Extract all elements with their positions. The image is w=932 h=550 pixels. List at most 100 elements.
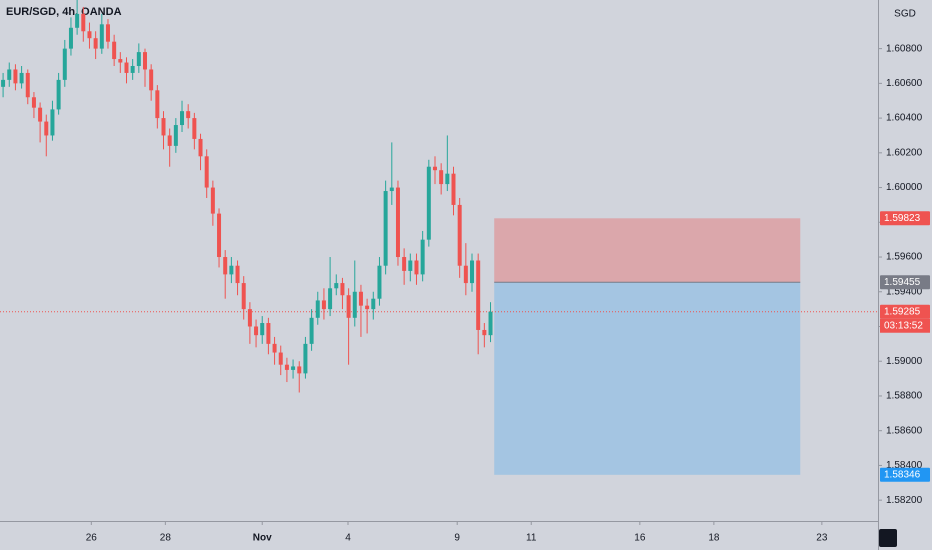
candle-body: [420, 239, 425, 275]
candle-body: [149, 69, 154, 91]
x-tick-label: 4: [345, 533, 351, 544]
candle-body: [463, 265, 468, 284]
candle-body: [470, 260, 475, 284]
candle-body: [346, 295, 351, 318]
stop-zone: [494, 218, 801, 283]
countdown: 03:13:52: [884, 320, 923, 331]
candle-body: [334, 283, 339, 289]
candle-body: [476, 260, 481, 330]
candle-body: [340, 283, 345, 296]
x-tick-label: 26: [86, 533, 98, 544]
candle-body: [457, 204, 462, 266]
candle-body: [328, 288, 333, 310]
y-tick-label: 1.58400: [886, 460, 923, 471]
y-tick-label: 1.58200: [886, 495, 923, 506]
candle-body: [7, 69, 12, 80]
target-tag-label: 1.58346: [884, 469, 921, 480]
y-tick-label: 1.58800: [886, 391, 923, 402]
candle-body: [81, 13, 86, 32]
candle-body: [223, 257, 228, 275]
candle-body: [439, 170, 444, 185]
x-tick-label: 11: [526, 533, 537, 544]
candle-body: [352, 291, 357, 318]
x-tick-label: 16: [634, 533, 646, 544]
candle-body: [198, 138, 203, 157]
candle-body: [402, 257, 407, 271]
candle-body: [75, 13, 80, 28]
candle-body: [358, 291, 363, 306]
candle-body: [297, 366, 302, 374]
candle-body: [229, 265, 234, 275]
last-price-tag: [880, 304, 930, 319]
y-tick-label: 1.60800: [886, 43, 923, 54]
candle-body: [38, 107, 43, 122]
candle-body: [432, 166, 437, 171]
candle-body: [68, 27, 73, 49]
candle-body: [13, 69, 18, 84]
candle-body: [389, 187, 394, 192]
candle-body: [395, 187, 400, 258]
stop-tag-label: 1.59823: [884, 213, 921, 224]
y-tick-label: 1.60200: [886, 147, 923, 158]
y-tick-label: 1.60600: [886, 78, 923, 89]
candle-body: [1, 79, 6, 87]
candle-body: [105, 24, 110, 42]
candle-body: [254, 326, 259, 336]
target-tag: [880, 467, 930, 482]
entry-tag-label: 1.59455: [884, 277, 921, 288]
y-tick-label: 1.60000: [886, 182, 923, 193]
candle-body: [291, 366, 296, 370]
candle-body: [192, 118, 197, 139]
logo: [879, 529, 897, 547]
candle-body: [173, 125, 178, 146]
candle-body: [99, 24, 104, 49]
candle-body: [377, 265, 382, 299]
y-tick-label: 1.59000: [886, 356, 923, 367]
candle-body: [118, 59, 123, 63]
candle-body: [155, 90, 160, 119]
candle-body: [180, 111, 185, 126]
candle-body: [161, 118, 166, 136]
candle-body: [371, 298, 376, 310]
candle-body: [408, 260, 413, 271]
candle-body: [235, 265, 240, 284]
y-tick-label: 1.60400: [886, 113, 923, 124]
candle-body: [266, 323, 271, 344]
candle-body: [241, 283, 246, 310]
candle-body: [365, 305, 370, 310]
chart-title: EUR/SGD, 4h, OANDA: [6, 6, 122, 18]
candle-body: [210, 187, 215, 214]
y-tick-label: 1.59400: [886, 286, 923, 297]
candle-body: [112, 41, 117, 60]
candle-body: [130, 65, 135, 73]
candle-body: [278, 352, 283, 365]
candle-body: [451, 173, 456, 205]
candle-body: [445, 173, 450, 185]
candle-body: [204, 156, 209, 188]
candle-body: [56, 79, 61, 110]
candle-body: [482, 329, 487, 336]
candle-body: [383, 191, 388, 266]
target-zone: [494, 282, 801, 475]
candle-body: [303, 343, 308, 374]
y-tick-label: 1.58600: [886, 425, 923, 436]
currency-label: SGD: [894, 9, 916, 20]
candle-body: [260, 323, 265, 336]
candle-body: [19, 72, 24, 84]
candle-body: [315, 300, 320, 318]
candle-body: [321, 300, 326, 310]
x-tick-label: 9: [454, 533, 460, 544]
candle-body: [62, 48, 67, 80]
candle-body: [136, 52, 141, 66]
candle-body: [50, 109, 55, 136]
x-tick-label: 23: [816, 533, 828, 544]
candle-body: [167, 135, 172, 146]
candle-body: [186, 111, 191, 119]
last-price-tag-label: 1.59285: [884, 306, 921, 317]
stop-tag: [880, 211, 930, 226]
entry-tag: [880, 275, 930, 290]
candle-body: [142, 52, 147, 70]
candle-body: [217, 213, 222, 258]
